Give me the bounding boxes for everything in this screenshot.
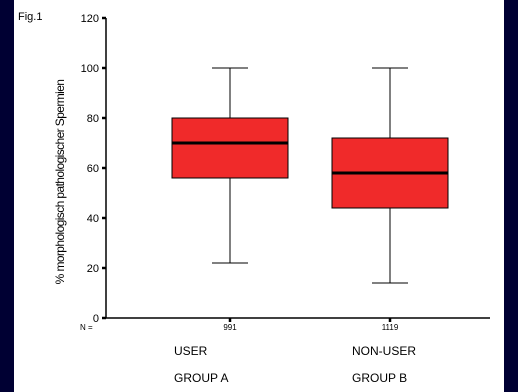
figure-label: Fig.1 (18, 11, 42, 23)
n-count: 1119 (382, 323, 399, 332)
group-label-line1: USER (174, 344, 208, 358)
group-label-line1: NON-USER (352, 344, 416, 358)
box-plot-chart: Fig.1 % morphologisch pathologischer Spe… (18, 11, 490, 385)
n-prefix: N = (80, 323, 93, 332)
n-count: 991 (223, 323, 237, 332)
box-iqr (171, 117, 289, 179)
boxes (171, 67, 449, 284)
figure-panel: Fig.1 % morphologisch pathologischer Spe… (14, 0, 504, 392)
y-axis-label: % morphologisch pathologischer Spermien (53, 80, 67, 285)
y-tick-label: 80 (87, 113, 99, 125)
y-tick-label: 60 (87, 163, 99, 175)
group-label-line2: GROUP A (174, 371, 228, 385)
y-tick-label: 120 (81, 13, 99, 25)
axes: 0 20 40 60 80 100 120 (81, 13, 490, 325)
group-label-line2: GROUP B (352, 371, 407, 385)
y-tick-label: 100 (81, 63, 99, 75)
y-tick-label: 40 (87, 213, 99, 225)
y-tick-label: 20 (87, 263, 99, 275)
group-labels: N = 991 USER GROUP A 1119 NON-USER GROUP B (80, 323, 416, 385)
y-tick-label: 0 (93, 313, 99, 325)
